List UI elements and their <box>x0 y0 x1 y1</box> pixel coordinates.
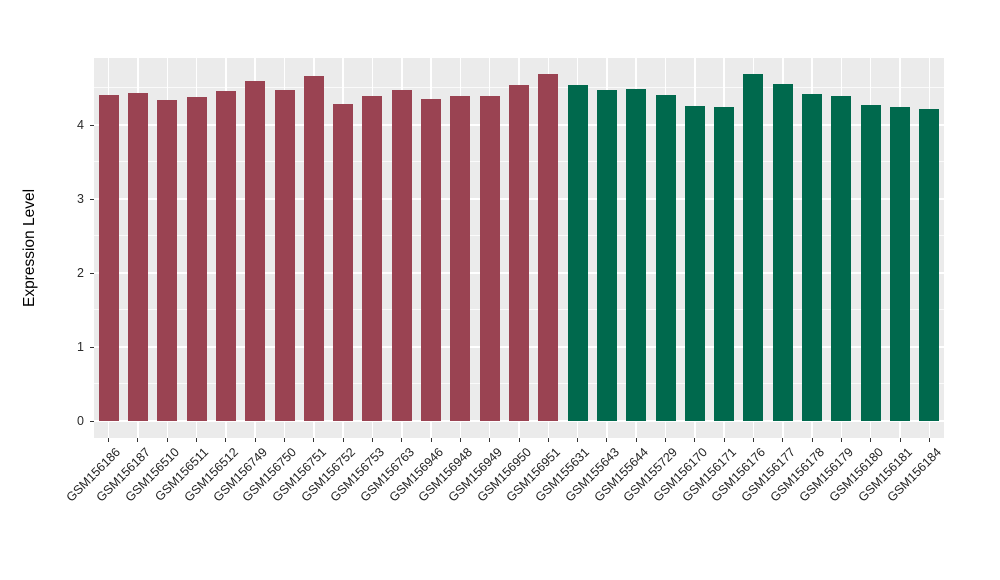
bar <box>127 92 148 421</box>
bar <box>215 91 236 421</box>
x-tick-mark <box>313 438 315 442</box>
x-tick-mark <box>782 438 784 442</box>
bar <box>98 94 119 421</box>
y-axis-title: Expression Level <box>21 188 38 308</box>
bar <box>596 90 617 421</box>
y-tick-label: 0 <box>77 413 84 428</box>
y-tick-mark <box>90 198 94 200</box>
x-tick-mark <box>284 438 286 442</box>
y-tick-label: 4 <box>77 117 84 132</box>
x-tick-mark <box>196 438 198 442</box>
x-tick-mark <box>459 438 461 442</box>
x-tick-mark <box>547 438 549 442</box>
x-tick-mark <box>870 438 872 442</box>
bar <box>919 108 940 421</box>
x-tick-mark <box>430 438 432 442</box>
bar <box>479 95 500 421</box>
bar <box>684 106 705 421</box>
bar <box>157 100 178 421</box>
bar <box>362 95 383 421</box>
x-tick-mark <box>225 438 227 442</box>
y-tick-mark <box>90 420 94 422</box>
y-tick-mark <box>90 346 94 348</box>
bar <box>772 83 793 421</box>
bar <box>186 97 207 421</box>
x-tick-mark <box>489 438 491 442</box>
x-tick-mark <box>518 438 520 442</box>
y-tick-mark <box>90 272 94 274</box>
x-tick-mark <box>899 438 901 442</box>
x-tick-mark <box>606 438 608 442</box>
y-tick-label: 1 <box>77 339 84 354</box>
bar <box>391 89 412 421</box>
bar <box>802 94 823 421</box>
x-tick-mark <box>137 438 139 442</box>
x-tick-mark <box>840 438 842 442</box>
x-tick-mark <box>665 438 667 442</box>
x-tick-mark <box>342 438 344 442</box>
x-tick-mark <box>108 438 110 442</box>
bar <box>860 105 881 421</box>
x-tick-mark <box>371 438 373 442</box>
bar <box>743 74 764 421</box>
plot-panel <box>94 58 944 438</box>
bar <box>450 95 471 421</box>
bar <box>509 84 529 421</box>
y-tick-mark <box>90 124 94 126</box>
x-tick-mark <box>811 438 813 442</box>
x-tick-mark <box>928 438 930 442</box>
bar <box>421 99 442 421</box>
x-tick-mark <box>577 438 579 442</box>
x-tick-mark <box>694 438 696 442</box>
bar <box>626 88 647 421</box>
bar <box>538 74 559 421</box>
x-tick-mark <box>401 438 403 442</box>
bar <box>655 94 676 421</box>
bar <box>831 95 852 421</box>
bar <box>567 85 588 421</box>
x-tick-mark <box>635 438 637 442</box>
x-tick-mark <box>166 438 168 442</box>
bar <box>890 107 911 421</box>
bar <box>333 103 354 421</box>
bar <box>245 80 266 421</box>
bar <box>714 107 735 421</box>
x-tick-mark <box>254 438 256 442</box>
x-tick-mark <box>723 438 725 442</box>
x-tick-mark <box>752 438 754 442</box>
y-tick-label: 3 <box>77 191 84 206</box>
bar <box>303 75 324 421</box>
y-tick-label: 2 <box>77 265 84 280</box>
bar <box>274 90 295 421</box>
